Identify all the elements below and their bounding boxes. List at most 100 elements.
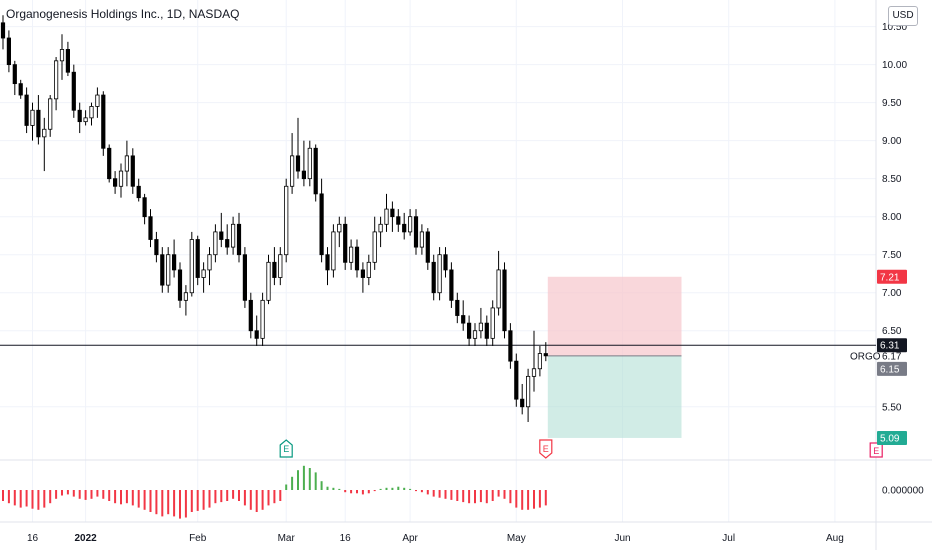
- candle[interactable]: [502, 269, 507, 332]
- candle[interactable]: [295, 155, 301, 172]
- candle[interactable]: [59, 49, 65, 62]
- candle[interactable]: [124, 155, 129, 172]
- candle[interactable]: [136, 185, 141, 199]
- candle[interactable]: [130, 155, 135, 187]
- candle[interactable]: [0, 22, 6, 39]
- candle[interactable]: [360, 269, 366, 278]
- candle[interactable]: [278, 254, 283, 278]
- candle[interactable]: [18, 83, 23, 96]
- candle[interactable]: [307, 147, 312, 180]
- candle[interactable]: [36, 109, 41, 138]
- candle[interactable]: [402, 223, 407, 233]
- candle[interactable]: [354, 246, 360, 271]
- candle[interactable]: [466, 322, 472, 339]
- candle[interactable]: [496, 269, 501, 309]
- candle[interactable]: [419, 231, 425, 248]
- earnings-marker[interactable]: E: [539, 439, 553, 459]
- candle[interactable]: [348, 246, 354, 263]
- candle[interactable]: [189, 239, 194, 294]
- candle[interactable]: [95, 94, 100, 107]
- candle[interactable]: [71, 71, 76, 111]
- candle[interactable]: [230, 223, 236, 248]
- candle[interactable]: [236, 223, 242, 256]
- candle[interactable]: [260, 299, 265, 339]
- candle[interactable]: [425, 231, 430, 263]
- candle[interactable]: [537, 353, 543, 370]
- candle[interactable]: [225, 239, 230, 248]
- candle[interactable]: [107, 147, 112, 180]
- candle[interactable]: [378, 223, 383, 233]
- candle[interactable]: [461, 315, 466, 324]
- candle[interactable]: [213, 231, 218, 256]
- candle[interactable]: [166, 254, 171, 286]
- candle[interactable]: [531, 368, 537, 377]
- candle[interactable]: [201, 269, 206, 278]
- candle[interactable]: [437, 254, 442, 294]
- candle[interactable]: [366, 261, 371, 278]
- candle[interactable]: [154, 239, 159, 256]
- candle[interactable]: [313, 147, 318, 195]
- candle[interactable]: [396, 216, 401, 225]
- candle[interactable]: [484, 322, 489, 339]
- stop-loss-zone[interactable]: [547, 276, 682, 356]
- candle[interactable]: [325, 254, 330, 271]
- candle[interactable]: [289, 155, 295, 187]
- candle[interactable]: [77, 109, 82, 123]
- candle[interactable]: [183, 292, 188, 301]
- candle[interactable]: [113, 178, 118, 187]
- currency-button[interactable]: USD: [888, 6, 918, 26]
- candle[interactable]: [343, 223, 348, 263]
- candle[interactable]: [65, 49, 70, 73]
- candle[interactable]: [526, 375, 531, 408]
- candle[interactable]: [118, 170, 124, 187]
- candle[interactable]: [6, 37, 11, 66]
- candle[interactable]: [83, 117, 88, 123]
- candle[interactable]: [301, 170, 307, 180]
- candle[interactable]: [520, 398, 525, 408]
- candle[interactable]: [195, 239, 200, 278]
- candle[interactable]: [331, 231, 336, 271]
- take-profit-zone[interactable]: [547, 355, 682, 438]
- candle[interactable]: [48, 98, 53, 130]
- candle[interactable]: [455, 299, 460, 316]
- candle[interactable]: [284, 185, 289, 256]
- candle[interactable]: [219, 231, 224, 240]
- candle[interactable]: [148, 216, 153, 240]
- candle[interactable]: [242, 254, 247, 301]
- candle[interactable]: [508, 330, 513, 362]
- candle[interactable]: [372, 231, 377, 263]
- candle[interactable]: [319, 193, 324, 256]
- candle[interactable]: [160, 254, 165, 286]
- candle[interactable]: [248, 299, 253, 332]
- candle[interactable]: [443, 254, 448, 271]
- candle[interactable]: [514, 360, 519, 400]
- candle[interactable]: [142, 197, 147, 218]
- candle[interactable]: [431, 261, 436, 294]
- candle[interactable]: [101, 94, 106, 149]
- candle[interactable]: [30, 109, 35, 126]
- candle[interactable]: [337, 223, 342, 233]
- candle[interactable]: [24, 94, 29, 126]
- candle[interactable]: [42, 128, 47, 138]
- candle[interactable]: [272, 261, 277, 278]
- candle[interactable]: [266, 261, 271, 301]
- candle[interactable]: [407, 216, 413, 233]
- candle[interactable]: [171, 254, 177, 271]
- earnings-marker[interactable]: E: [279, 439, 293, 458]
- candle[interactable]: [413, 216, 419, 248]
- earnings-marker[interactable]: E: [869, 442, 883, 458]
- candle[interactable]: [89, 106, 94, 119]
- candle[interactable]: [254, 330, 259, 339]
- candle[interactable]: [472, 330, 478, 339]
- candle[interactable]: [543, 353, 548, 357]
- candle[interactable]: [490, 307, 495, 339]
- candle[interactable]: [207, 254, 212, 271]
- candle[interactable]: [177, 269, 183, 301]
- candle[interactable]: [478, 322, 484, 332]
- candle[interactable]: [12, 64, 17, 85]
- candle[interactable]: [384, 208, 389, 225]
- candle[interactable]: [449, 269, 454, 301]
- candle[interactable]: [390, 208, 395, 218]
- candle[interactable]: [54, 60, 59, 100]
